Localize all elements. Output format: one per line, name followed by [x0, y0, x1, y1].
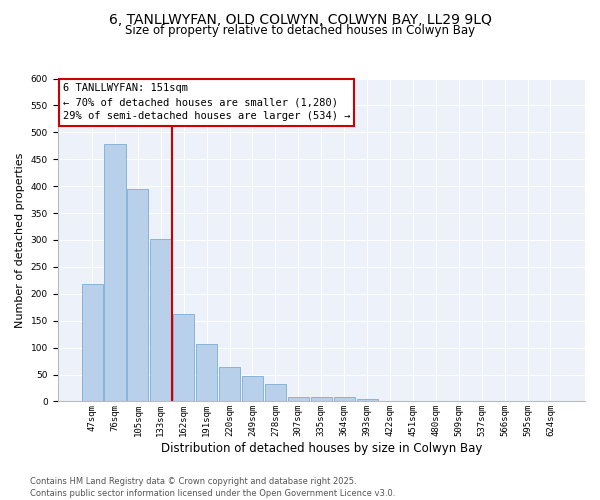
- Bar: [82, 284, 103, 402]
- Y-axis label: Number of detached properties: Number of detached properties: [15, 152, 25, 328]
- Bar: [150, 240, 172, 402]
- Text: Size of property relative to detached houses in Colwyn Bay: Size of property relative to detached ho…: [125, 24, 475, 37]
- Bar: [311, 397, 332, 402]
- Bar: [127, 189, 148, 402]
- Text: 6 TANLLWYFAN: 151sqm
← 70% of detached houses are smaller (1,280)
29% of semi-de: 6 TANLLWYFAN: 151sqm ← 70% of detached h…: [63, 84, 350, 122]
- Bar: [356, 398, 377, 402]
- Bar: [219, 367, 240, 402]
- Text: Contains HM Land Registry data © Crown copyright and database right 2025.
Contai: Contains HM Land Registry data © Crown c…: [30, 476, 395, 498]
- Bar: [334, 397, 355, 402]
- Bar: [265, 384, 286, 402]
- Bar: [288, 397, 309, 402]
- Text: 6, TANLLWYFAN, OLD COLWYN, COLWYN BAY, LL29 9LQ: 6, TANLLWYFAN, OLD COLWYN, COLWYN BAY, L…: [109, 12, 491, 26]
- Bar: [379, 401, 401, 402]
- Bar: [104, 144, 125, 402]
- Bar: [196, 344, 217, 402]
- Bar: [242, 376, 263, 402]
- X-axis label: Distribution of detached houses by size in Colwyn Bay: Distribution of detached houses by size …: [161, 442, 482, 455]
- Bar: [173, 314, 194, 402]
